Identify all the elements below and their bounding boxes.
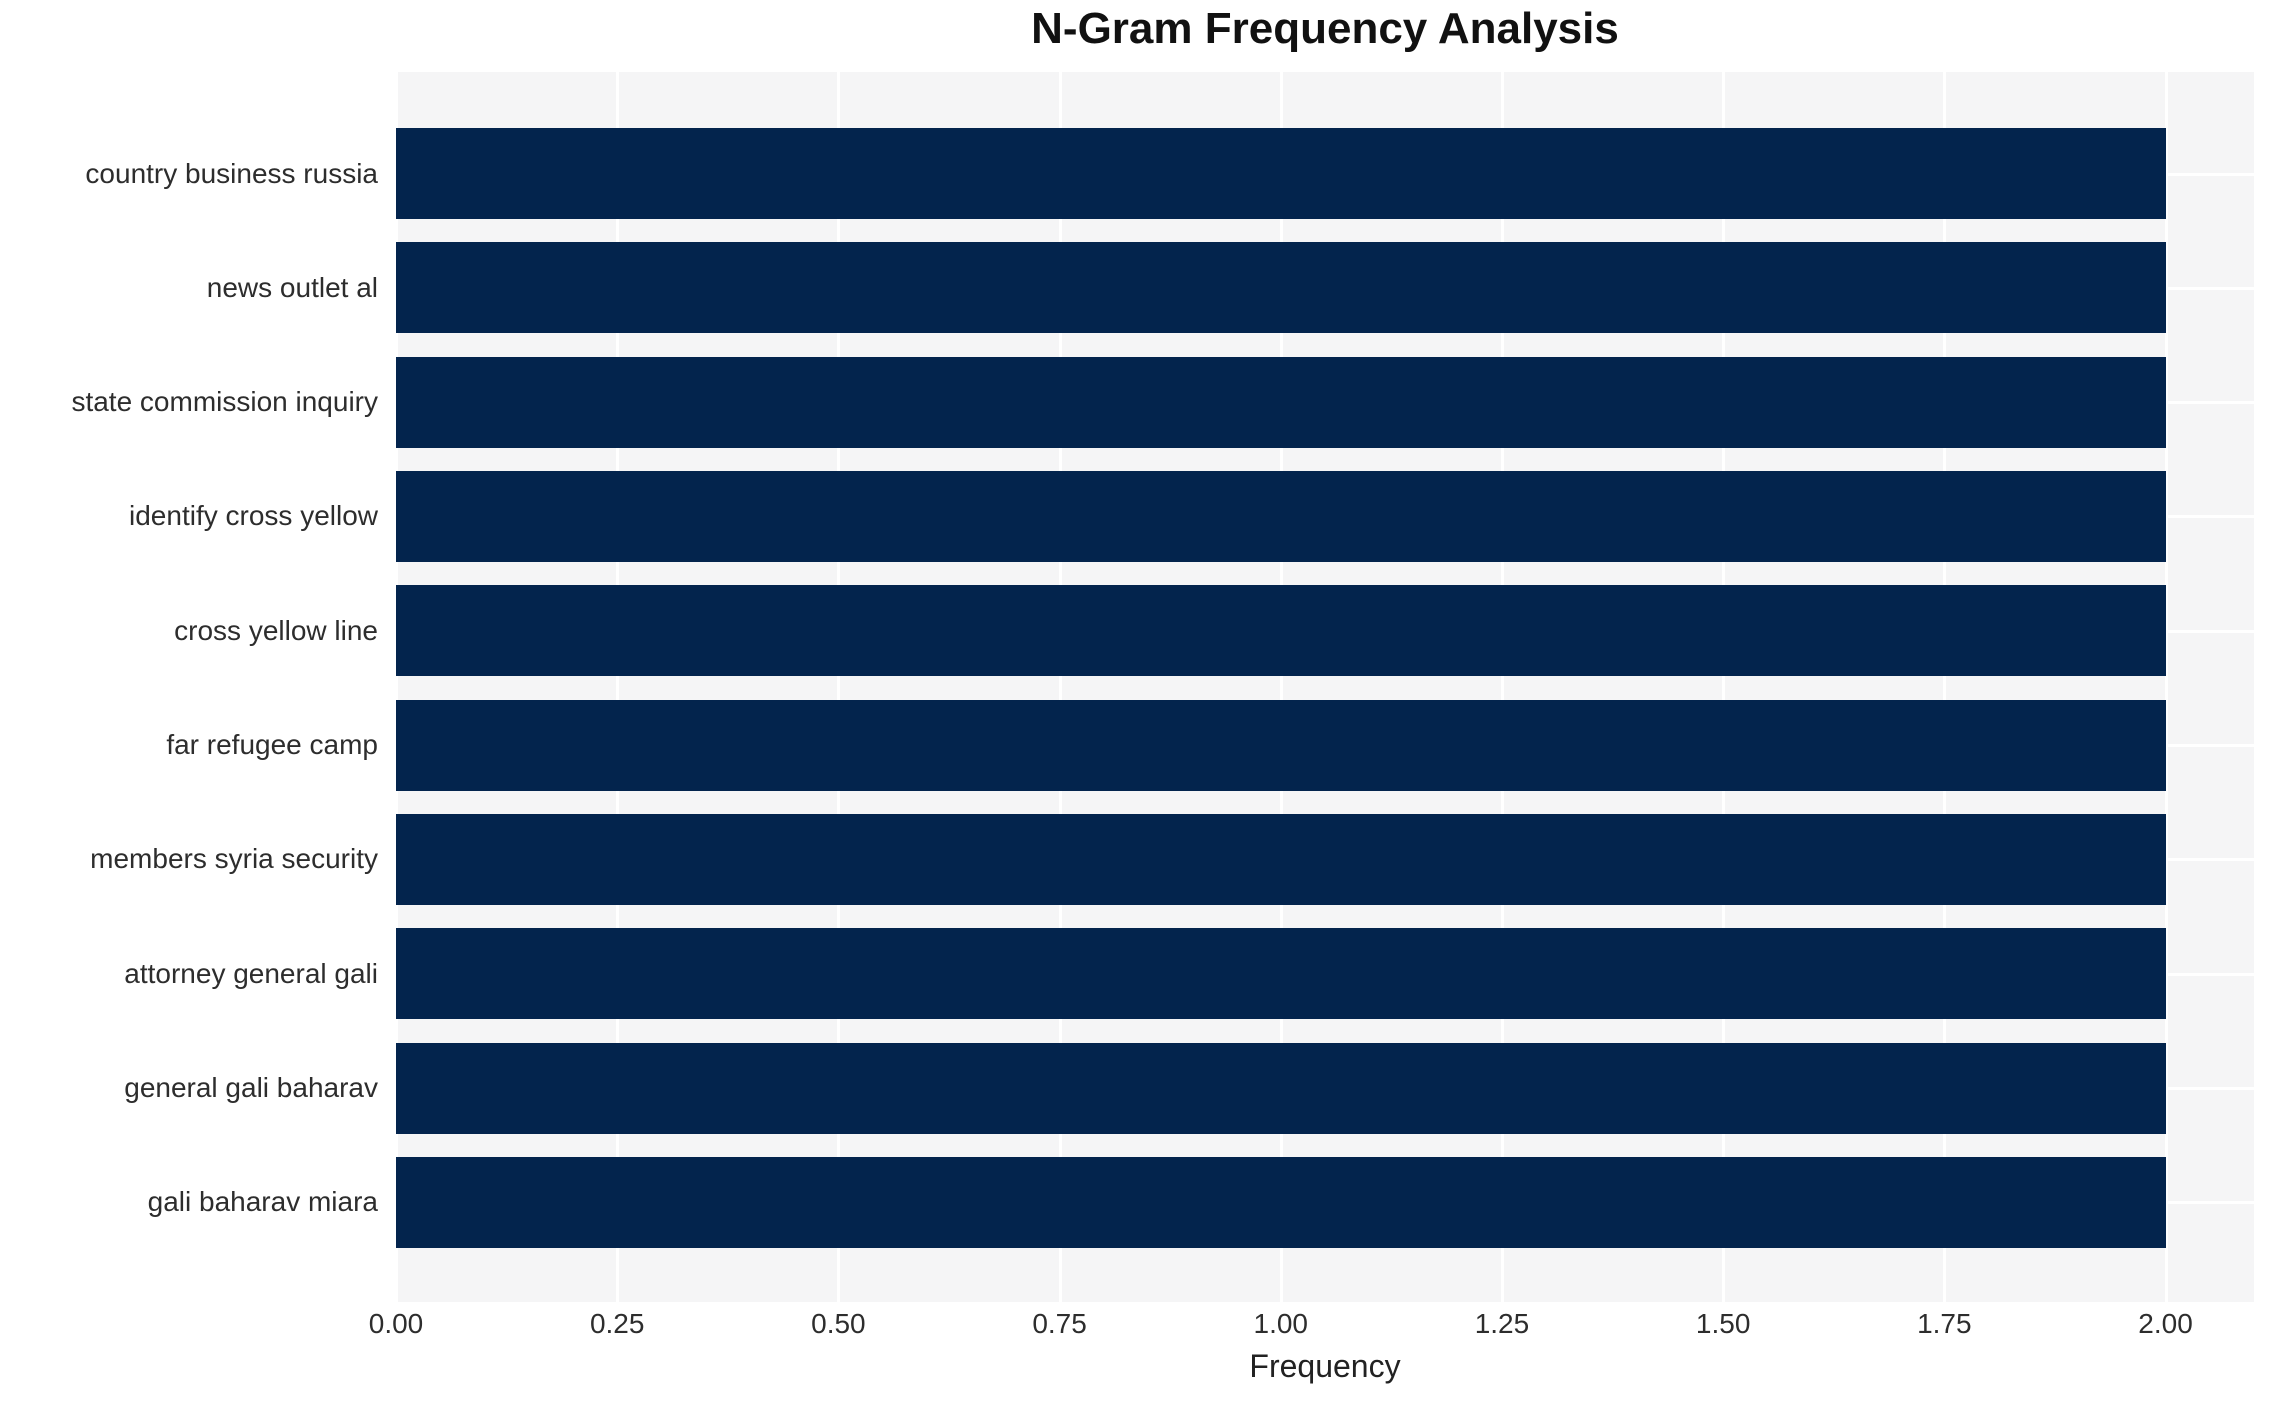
bar-members-syria-security <box>396 813 2166 905</box>
y-tick-label: state commission inquiry <box>71 386 378 418</box>
x-tick-label: 0.50 <box>811 1308 866 1339</box>
y-tick-label: identify cross yellow <box>129 500 378 532</box>
vertical-gridline <box>1943 72 1947 1302</box>
bar-state-commission-inquiry <box>396 356 2166 448</box>
bar-identify-cross-yellow <box>396 470 2166 562</box>
y-tick-label: gali baharav miara <box>147 1186 378 1218</box>
chart-title: N-Gram Frequency Analysis <box>1031 4 1619 53</box>
vertical-gridline <box>1058 72 1062 1302</box>
bar-row <box>396 813 2254 905</box>
x-tick-label: 1.00 <box>1253 1308 1309 1339</box>
vertical-gridline <box>837 72 841 1302</box>
bar-attorney-general-gali <box>396 928 2166 1020</box>
vertical-gridline <box>2164 72 2168 1302</box>
y-tick-label: news outlet al <box>206 271 378 303</box>
y-tick-label: country business russia <box>85 157 378 189</box>
bar-country-business-russia <box>396 128 2166 219</box>
x-tick-label: 2.00 <box>2138 1308 2193 1339</box>
bar-general-gali-baharav <box>396 1042 2166 1134</box>
bar-row <box>396 356 2254 448</box>
x-axis-ticks: 0.00 0.25 0.50 0.75 1.00 1.25 1.50 1.75 2.00 <box>369 1308 2254 1342</box>
bar-row <box>396 470 2254 562</box>
vertical-gridline <box>616 72 620 1302</box>
x-tick-label: 1.50 <box>1695 1308 1751 1339</box>
bar-far-refugee-camp <box>396 699 2166 791</box>
bar-row <box>396 128 2254 219</box>
bars-container <box>396 72 2254 1302</box>
vertical-gridline <box>1722 72 1726 1302</box>
bar-row <box>396 585 2254 677</box>
bar-row <box>396 1042 2254 1134</box>
bar-news-outlet-al <box>396 242 2166 334</box>
vertical-gridline <box>1279 72 1283 1302</box>
x-tick-label: 0.25 <box>589 1308 645 1339</box>
y-tick-label: general gali baharav <box>124 1072 378 1104</box>
plot-area <box>395 72 2254 1302</box>
vertical-gridline <box>395 72 398 1302</box>
y-tick-label: attorney general gali <box>124 957 378 989</box>
y-tick-label: members syria security <box>90 843 378 875</box>
vertical-gridline <box>1500 72 1504 1302</box>
x-tick-label: 1.25 <box>1474 1308 1530 1339</box>
y-axis-labels: country business russia news outlet al sta… <box>0 72 378 1302</box>
bar-gali-baharav-miara <box>396 1156 2166 1248</box>
x-tick-label: 1.75 <box>1917 1308 1972 1339</box>
bar-row <box>396 699 2254 791</box>
x-tick-label: 0.75 <box>1032 1308 1087 1339</box>
bar-row <box>396 928 2254 1020</box>
bar-cross-yellow-line <box>396 585 2166 677</box>
bar-row <box>396 242 2254 334</box>
x-tick-label: 0.00 <box>368 1308 424 1339</box>
x-axis-label: Frequency <box>1249 1348 1401 1384</box>
bar-row <box>396 1156 2254 1248</box>
y-tick-label: far refugee camp <box>166 729 378 761</box>
y-tick-label: cross yellow line <box>174 614 378 646</box>
